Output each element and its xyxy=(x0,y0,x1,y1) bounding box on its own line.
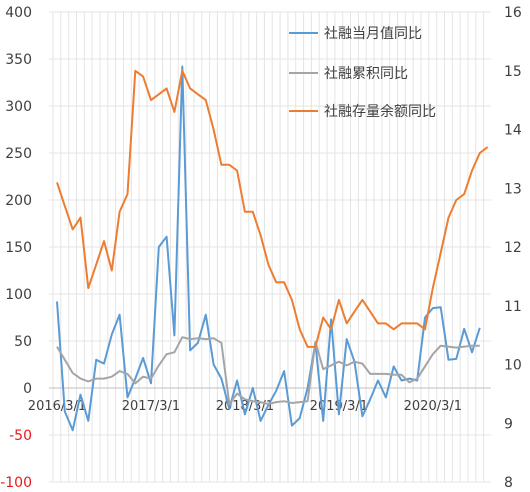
right-y-axis: 8 9 10 11 12 13 14 15 16 xyxy=(504,5,522,491)
x-tick-label: 2017/3/1 xyxy=(122,399,180,414)
left-tick-label: 0 xyxy=(23,381,32,397)
right-tick-label: 16 xyxy=(504,5,522,21)
right-tick-label: 12 xyxy=(504,240,522,256)
right-tick-label: 9 xyxy=(504,416,513,432)
left-tick-label: -100 xyxy=(0,475,32,491)
legend-label-2: 社融存量余额同比 xyxy=(324,103,436,120)
x-tick-label: 2020/3/1 xyxy=(404,399,462,414)
legend-label-1: 社融累积同比 xyxy=(324,66,408,82)
right-tick-label: 8 xyxy=(504,475,513,491)
right-tick-label: 14 xyxy=(504,123,522,139)
left-tick-label: 150 xyxy=(5,240,32,256)
left-tick-label: -50 xyxy=(9,428,32,444)
legend-label-0: 社融当月值同比 xyxy=(324,26,422,42)
left-tick-label: 200 xyxy=(5,193,32,209)
left-tick-label: 350 xyxy=(5,52,32,68)
right-tick-label: 15 xyxy=(504,64,522,80)
left-tick-label: 100 xyxy=(5,287,32,303)
left-tick-label: 400 xyxy=(5,5,32,21)
right-tick-label: 11 xyxy=(504,299,522,315)
left-y-axis: -100 -50 0 50 100 150 200 250 300 350 400 xyxy=(0,5,32,491)
left-tick-label: 250 xyxy=(5,146,32,162)
left-tick-label: 50 xyxy=(14,334,32,350)
right-tick-label: 13 xyxy=(504,181,522,197)
left-tick-label: 300 xyxy=(5,99,32,115)
right-tick-label: 10 xyxy=(504,358,522,374)
